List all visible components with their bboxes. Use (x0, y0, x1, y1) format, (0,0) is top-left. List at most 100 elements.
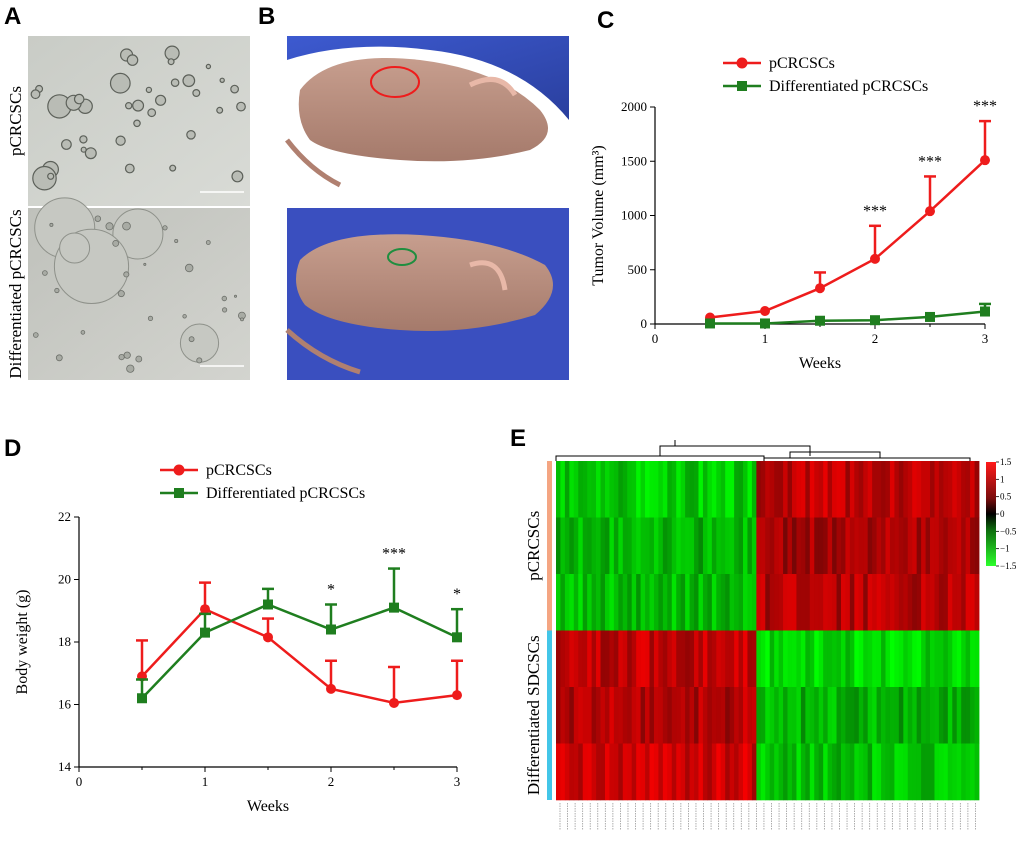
cell (47, 172, 55, 180)
row-label-differentiated: Differentiated pCRCSCs (6, 209, 25, 378)
heatmap-cell (569, 461, 575, 518)
heatmap-cell (778, 517, 784, 575)
column-dendrogram (555, 440, 971, 461)
heatmap-cell (587, 574, 593, 631)
heatmap-cell (694, 630, 699, 688)
heatmap-cell (961, 574, 967, 631)
heatmap-cell (952, 461, 958, 518)
heatmap-cell (823, 574, 829, 631)
heatmap-cell (921, 461, 926, 518)
heatmap-cell (778, 574, 784, 631)
heatmap-cell (854, 574, 860, 631)
heatmap-cell (591, 630, 597, 688)
heatmap-cell (934, 517, 940, 575)
cell (164, 45, 180, 61)
heatmap-cell (956, 743, 962, 801)
heatmap-cell (956, 687, 962, 744)
heatmap-cell (872, 517, 877, 575)
panel-label-d: D (4, 435, 21, 462)
heatmap-cell (907, 743, 913, 801)
heatmap-cell (662, 517, 668, 575)
heatmap-cell (582, 630, 588, 688)
heatmap-cell (640, 461, 646, 518)
heatmap-cell (970, 743, 975, 801)
heatmap-cell (645, 687, 650, 744)
heatmap-cell (849, 743, 855, 801)
heatmap-cell (582, 743, 588, 801)
heatmap-cell (738, 461, 744, 518)
heatmap-cell (823, 630, 829, 688)
heatmap-cell (711, 630, 717, 688)
data-point (980, 155, 990, 166)
heatmap-cell (885, 461, 891, 518)
heatmap-cell (556, 517, 561, 575)
heatmap-cell (685, 743, 690, 801)
heatmap-cell (716, 743, 722, 801)
heatmap-cell (934, 743, 940, 801)
x-tick-label: 2 (872, 331, 879, 346)
heatmap-cell (734, 743, 739, 801)
heatmap-cell (738, 630, 744, 688)
heatmap-cell (734, 687, 739, 744)
heatmap-cell (809, 630, 815, 688)
cell (205, 63, 212, 70)
y-tick-label: 0 (641, 316, 648, 331)
colorbar: 1.5 1 0.5 0 −0.5 −1 −1.5 (986, 457, 1017, 571)
heatmap-cell (604, 687, 610, 744)
heatmap-cell (636, 630, 641, 688)
heatmap-cell (667, 743, 673, 801)
heatmap-cell (783, 574, 788, 631)
heatmap-cell (636, 574, 641, 631)
heatmap-cell (680, 743, 686, 801)
heatmap-cell (760, 461, 766, 518)
heatmap-cell (934, 687, 940, 744)
heatmap-cell (760, 743, 766, 801)
heatmap-cell (943, 574, 949, 631)
x-axis-label: Weeks (799, 355, 841, 372)
heatmap-cell (925, 517, 931, 575)
heatmap-cell (814, 574, 820, 631)
heatmap-cell (787, 687, 793, 744)
heatmap-cell (743, 630, 748, 688)
heatmap-cell (832, 630, 837, 688)
heatmap-cell (729, 517, 735, 575)
heatmap-cell (756, 687, 762, 744)
heatmap-cell (600, 743, 606, 801)
heatmap-cell (849, 517, 855, 575)
heatmap-cell (587, 687, 593, 744)
cell (123, 351, 131, 359)
heatmap-cell (720, 687, 726, 744)
heatmap-cell (765, 574, 771, 631)
cell (55, 354, 63, 362)
heatmap-cell (569, 687, 575, 744)
heatmap-cell (925, 574, 931, 631)
heatmap-cell (591, 687, 597, 744)
heatmap-cell (747, 630, 753, 688)
heatmap-cell (889, 743, 895, 801)
heatmap-cell (898, 461, 904, 518)
cell (169, 164, 177, 172)
heatmap-cell (756, 574, 762, 631)
colorbar-tick-label: −0.5 (1000, 526, 1017, 536)
heatmap-cell (956, 517, 962, 575)
heatmap-cell (573, 517, 579, 575)
heatmap-cell (889, 461, 895, 518)
cell (205, 240, 211, 245)
heatmap-cell (881, 687, 886, 744)
heatmap-cell (769, 687, 775, 744)
cell (132, 99, 145, 112)
heatmap-cell (974, 574, 980, 631)
heatmap-cell (676, 517, 682, 575)
heatmap-cell (881, 461, 886, 518)
data-point (263, 632, 273, 643)
heatmap-cell (564, 517, 570, 575)
heatmap-cell (805, 517, 811, 575)
heatmap-cell (591, 461, 597, 518)
heatmap-cell (609, 517, 615, 575)
heatmap-cell (930, 517, 935, 575)
heatmap-cell (845, 630, 851, 688)
heatmap-cell (613, 517, 619, 575)
heatmap-cell (809, 687, 815, 744)
heatmap-cell (800, 687, 806, 744)
panel-label-b: B (258, 3, 275, 30)
